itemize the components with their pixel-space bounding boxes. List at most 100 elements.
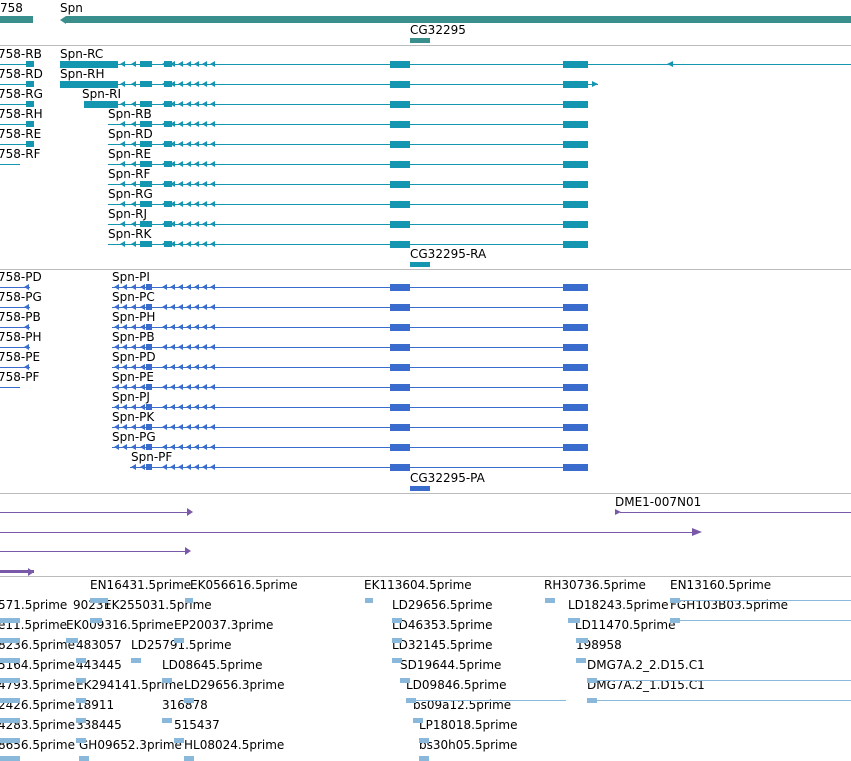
protein-exon[interactable] xyxy=(390,384,410,391)
est-block[interactable] xyxy=(90,598,108,603)
protein-intron-line[interactable] xyxy=(112,327,588,328)
gene-spn-bar[interactable] xyxy=(66,16,851,23)
protein-exon[interactable] xyxy=(146,424,152,430)
est-block[interactable] xyxy=(76,658,86,663)
clone-line[interactable] xyxy=(0,532,698,533)
transcript-intron-line[interactable] xyxy=(60,64,851,65)
transcript-exon[interactable] xyxy=(26,101,34,107)
protein-exon[interactable] xyxy=(563,304,588,311)
est-line[interactable] xyxy=(406,700,566,701)
est-block[interactable] xyxy=(174,738,184,743)
est-block[interactable] xyxy=(76,678,86,683)
transcript-exon[interactable] xyxy=(164,101,172,107)
protein-line[interactable] xyxy=(0,367,30,368)
est-block[interactable] xyxy=(545,598,555,603)
transcript-exon[interactable] xyxy=(563,141,588,148)
protein-exon[interactable] xyxy=(146,364,152,370)
protein-exon[interactable] xyxy=(390,304,410,311)
transcript-exon[interactable] xyxy=(164,241,172,247)
transcript-line[interactable] xyxy=(0,64,34,65)
est-block[interactable] xyxy=(413,718,423,723)
transcript-exon[interactable] xyxy=(140,201,152,207)
est-block[interactable] xyxy=(587,698,597,703)
protein-line[interactable] xyxy=(0,387,20,388)
est-block[interactable] xyxy=(184,698,194,703)
transcript-exon[interactable] xyxy=(140,141,152,147)
est-block[interactable] xyxy=(162,678,172,683)
est-block[interactable] xyxy=(184,756,194,761)
protein-exon[interactable] xyxy=(563,364,588,371)
transcript-exon[interactable] xyxy=(140,121,152,127)
est-block[interactable] xyxy=(0,718,20,723)
protein-exon[interactable] xyxy=(390,324,410,331)
protein-exon[interactable] xyxy=(563,444,588,451)
transcript-exon[interactable] xyxy=(60,81,118,88)
est-block[interactable] xyxy=(406,698,416,703)
transcript-exon[interactable] xyxy=(164,161,172,167)
est-block[interactable] xyxy=(131,658,141,663)
protein-exon[interactable] xyxy=(563,424,588,431)
protein-line[interactable] xyxy=(0,327,30,328)
transcript-exon[interactable] xyxy=(140,61,152,67)
est-block[interactable] xyxy=(568,618,580,623)
est-line[interactable] xyxy=(670,600,851,601)
transcript-exon[interactable] xyxy=(140,221,152,227)
transcript-exon[interactable] xyxy=(390,241,410,248)
est-block[interactable] xyxy=(419,738,429,743)
est-block[interactable] xyxy=(392,658,402,663)
est-block[interactable] xyxy=(670,598,680,603)
transcript-exon[interactable] xyxy=(390,121,410,128)
gene-cg32295-bar[interactable] xyxy=(410,38,430,43)
protein-exon[interactable] xyxy=(146,404,152,410)
protein-intron-line[interactable] xyxy=(112,407,588,408)
transcript-exon[interactable] xyxy=(390,81,410,88)
est-block[interactable] xyxy=(0,638,20,643)
protein-line[interactable] xyxy=(0,307,30,308)
protein-intron-line[interactable] xyxy=(112,447,588,448)
transcript-line[interactable] xyxy=(0,84,34,85)
transcript-exon[interactable] xyxy=(164,121,172,127)
protein-exon[interactable] xyxy=(563,404,588,411)
protein-exon[interactable] xyxy=(146,384,152,390)
transcript-exon[interactable] xyxy=(563,201,588,208)
transcript-exon[interactable] xyxy=(140,241,152,247)
est-block[interactable] xyxy=(90,618,102,623)
transcript-intron-line[interactable] xyxy=(84,104,588,105)
protein-intron-line[interactable] xyxy=(112,287,588,288)
protein-exon[interactable] xyxy=(563,324,588,331)
clone-line[interactable] xyxy=(0,551,188,552)
protein-exon[interactable] xyxy=(563,384,588,391)
protein-intron-line[interactable] xyxy=(130,467,588,468)
transcript-exon[interactable] xyxy=(26,141,34,147)
transcript-exon[interactable] xyxy=(563,121,588,128)
transcript-exon[interactable] xyxy=(26,61,34,67)
est-line[interactable] xyxy=(587,700,851,701)
protein-exon[interactable] xyxy=(390,344,410,351)
protein-exon[interactable] xyxy=(146,444,152,450)
transcript-exon[interactable] xyxy=(563,101,588,108)
transcript-intron-line[interactable] xyxy=(108,244,588,245)
transcript-exon[interactable] xyxy=(84,101,118,108)
transcript-exon[interactable] xyxy=(140,81,152,87)
transcript-exon[interactable] xyxy=(140,161,152,167)
protein-exon[interactable] xyxy=(146,344,152,350)
est-block[interactable] xyxy=(419,756,429,761)
est-block[interactable] xyxy=(0,738,20,743)
protein-intron-line[interactable] xyxy=(112,307,588,308)
transcript-exon[interactable] xyxy=(563,181,588,188)
protein-intron-line[interactable] xyxy=(112,367,588,368)
est-block[interactable] xyxy=(0,698,20,703)
protein-intron-line[interactable] xyxy=(112,347,588,348)
transcript-exon[interactable] xyxy=(140,181,152,187)
protein-intron-line[interactable] xyxy=(112,387,588,388)
transcript-exon[interactable] xyxy=(164,201,172,207)
est-block[interactable] xyxy=(76,718,86,723)
protein-exon[interactable] xyxy=(390,404,410,411)
protein-exon[interactable] xyxy=(390,364,410,371)
est-block[interactable] xyxy=(576,638,588,643)
transcript-exon[interactable] xyxy=(164,181,172,187)
est-block[interactable] xyxy=(576,658,586,663)
clone-line[interactable] xyxy=(0,512,190,513)
transcript-cg32295-ra-bar[interactable] xyxy=(410,262,430,267)
